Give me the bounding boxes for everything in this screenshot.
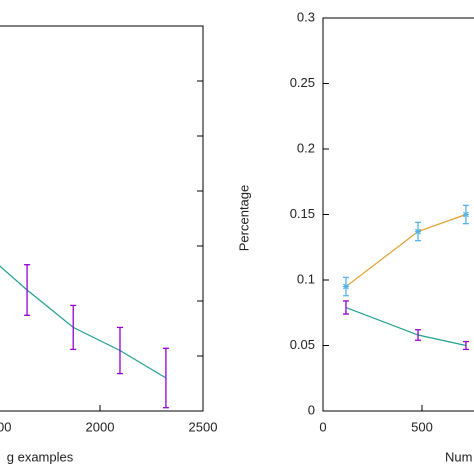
error-bar	[462, 340, 469, 351]
y-tick-label: 0.15	[290, 206, 315, 221]
x-tick-label: 0	[319, 419, 326, 434]
plot-frame	[322, 17, 474, 412]
marker-stroke	[463, 211, 469, 218]
x-tick-label: 2000	[86, 419, 115, 434]
series-line	[0, 265, 167, 379]
error-bar	[70, 304, 77, 351]
y-tick-label: 0.3	[297, 9, 315, 24]
marker-stroke	[415, 228, 421, 235]
point-marker	[342, 283, 349, 290]
plot-frame	[0, 25, 204, 412]
y-tick-label: 0	[308, 402, 315, 417]
x-tick-label: 2500	[189, 419, 218, 434]
error-bar	[116, 326, 123, 375]
series-line	[345, 306, 467, 347]
error-bar	[162, 347, 169, 409]
y-tick-label: 0.05	[290, 337, 315, 352]
marker-stroke	[343, 283, 349, 290]
error-bar	[415, 329, 422, 341]
error-bar	[24, 264, 31, 316]
x-tick-label: 1500	[0, 419, 11, 434]
y-tick-label: 0.2	[297, 140, 315, 155]
x-axis-label: g examples	[7, 449, 74, 464]
series-line	[345, 213, 467, 288]
point-marker	[462, 211, 469, 218]
y-tick-label: 0.1	[297, 271, 315, 286]
error-bar	[342, 300, 349, 315]
y-axis-label: Percentage	[236, 185, 251, 252]
x-tick-label: 500	[411, 419, 433, 434]
x-axis-label: Num	[445, 449, 472, 464]
y-tick-label: 0.25	[290, 75, 315, 90]
point-marker	[415, 228, 422, 235]
